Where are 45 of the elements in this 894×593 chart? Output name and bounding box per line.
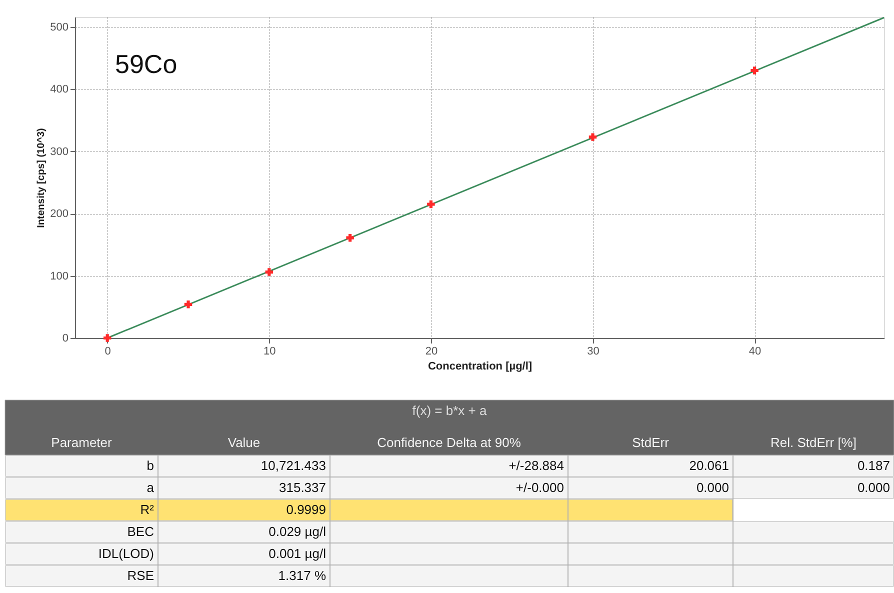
text: b [146, 458, 154, 473]
text: f(x) = b*x + a [412, 403, 488, 418]
text: 0.9999 [286, 502, 326, 517]
x-axis-title: Concentration [µg/l] [428, 360, 532, 372]
text: 0.029 µg/l [268, 524, 326, 539]
x-tick-label: 0 [104, 346, 111, 358]
y-axis-title: Intensity [cps] (10^3) [36, 128, 48, 228]
x-tick-label: 10 [264, 346, 276, 358]
y-tick-label: 0 [62, 332, 68, 344]
y-tick-label: 300 [50, 146, 68, 158]
point [588, 133, 597, 141]
text: 20.061 [689, 458, 729, 473]
text: 1.317 % [278, 568, 326, 583]
y-tick-label: 200 [50, 208, 68, 220]
point [427, 200, 435, 208]
text: a [146, 480, 155, 495]
text: +/-28.884 [508, 458, 564, 473]
text: RSE [127, 568, 154, 583]
x-tick-label: 40 [748, 346, 762, 358]
text: +/-0.000 [516, 480, 564, 495]
text: 0.000 [857, 480, 890, 495]
text: IDL(LOD) [98, 546, 154, 561]
text: 10,721.433 [260, 458, 326, 473]
point [750, 66, 758, 74]
text: R² [140, 502, 155, 517]
text: StdErr [632, 435, 670, 450]
y-tick-label: 400 [50, 84, 68, 96]
text: 0.187 [857, 458, 890, 473]
text: Rel. StdErr [%] [770, 435, 856, 450]
text: Confidence Delta at 90% [377, 435, 522, 450]
text: 315.337 [279, 480, 326, 495]
point [346, 234, 354, 242]
x-tick-label: 30 [587, 346, 600, 358]
annotation: 59Co [115, 49, 178, 79]
text: BEC [127, 524, 154, 539]
text: 0.001 µg/l [268, 546, 326, 561]
text: Value [228, 435, 260, 450]
text: Parameter [51, 435, 113, 450]
point [103, 334, 112, 342]
text: 0.000 [696, 480, 729, 495]
y-tick-label: 100 [50, 270, 68, 282]
y-tick-label: 500 [50, 21, 68, 34]
x-tick-label: 20 [425, 346, 438, 358]
point [265, 268, 274, 276]
point [184, 300, 192, 308]
